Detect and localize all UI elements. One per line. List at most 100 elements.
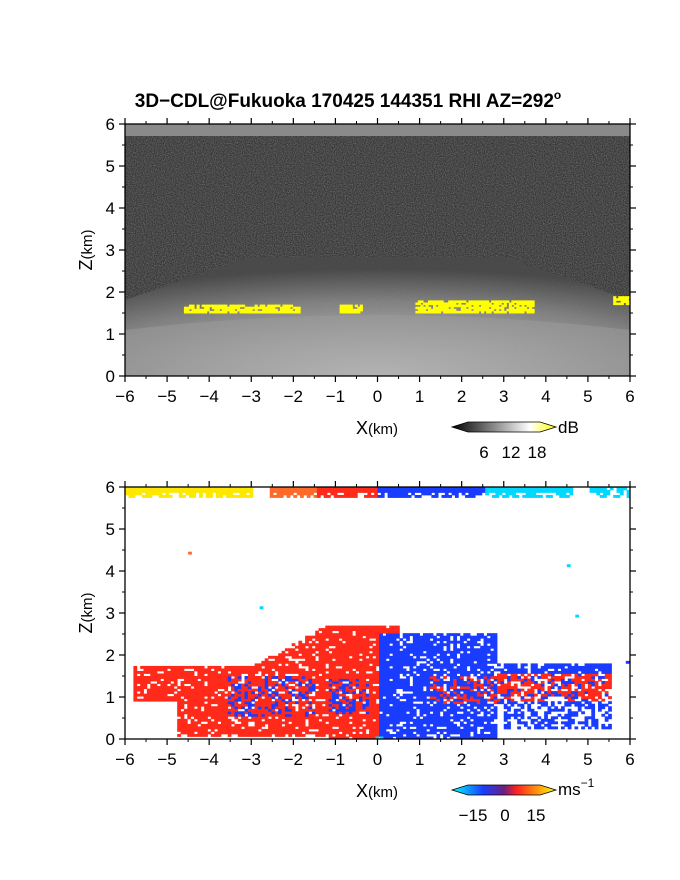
echo-cell [328,668,333,672]
echo-cell [372,708,377,712]
echo-cell [244,718,249,722]
echo-cell [247,681,252,684]
y-tick-label: 5 [106,520,115,539]
echo-cell [493,691,498,695]
echo-cell [358,630,363,634]
echo-cell [209,489,213,493]
echo-cell [375,658,380,662]
echo-cell [389,635,394,639]
echo-cell [456,713,461,717]
echo-cell [463,716,468,720]
echo-cell [422,736,427,739]
echo-cell [241,670,245,674]
echo-cell [264,688,269,692]
echo-cell [435,306,439,310]
echo-cell [163,668,168,672]
echo-cell [406,701,410,705]
echo-cell [247,691,252,695]
echo-cell [234,673,239,677]
echo-cell [241,683,245,687]
echo-cell [372,650,377,654]
echo-cell [362,650,367,654]
echo-cell [303,492,308,496]
echo-cell [369,681,373,684]
echo-cell [311,678,316,682]
x-tick-label: −2 [284,387,303,406]
echo-cell [153,676,158,679]
echo-cell [339,304,343,308]
echo-cell [439,701,444,705]
echo-cell [288,678,293,682]
echo-cell [138,492,143,496]
echo-cell [379,665,383,669]
echo-cell [382,653,387,657]
echo-cell [429,721,434,725]
echo-cell [315,663,319,667]
echo-cell [204,703,208,707]
echo-cell [197,681,202,684]
echo-cell [220,708,225,712]
echo-cell [476,703,481,707]
echo-cell [601,723,606,727]
echo-cell [261,691,266,695]
echo-cell [291,718,296,722]
echo-cell [209,304,213,308]
echo-cell [399,681,404,684]
echo-cell [143,698,148,702]
echo-cell [584,696,589,700]
echo-cell [448,308,452,312]
echo-cell [382,655,387,659]
echo-cell [466,663,471,667]
echo-cell [216,310,220,314]
echo-cell [557,670,562,674]
echo-cell [367,489,372,493]
echo-cell [446,633,451,637]
echo-cell [382,630,387,634]
echo-cell [409,703,414,707]
echo-cell [224,678,229,682]
echo-cell [429,716,434,720]
echo-cell [449,708,454,712]
echo-cell [409,736,414,739]
echo-cell [321,628,326,632]
echo-cell [289,492,294,496]
echo-cell [288,648,293,652]
echo-cell [241,665,245,669]
echo-cell [271,706,276,710]
echo-cell [439,638,444,642]
echo-cell [200,681,205,684]
echo-cell [520,668,525,672]
echo-cell [328,721,333,725]
echo-cell [382,648,387,652]
echo-cell [385,723,390,727]
echo-cell [581,698,585,702]
echo-cell [443,681,447,684]
echo-cell [308,645,313,649]
echo-cell [507,708,511,712]
echo-cell [523,670,528,674]
echo-cell [338,645,343,649]
echo-cell [274,665,279,669]
echo-cell [369,723,373,727]
echo-cell [332,628,336,632]
echo-cell [623,487,628,491]
echo-cell [449,686,454,689]
echo-cell [143,693,148,697]
echo-cell [284,678,289,682]
echo-cell [318,716,323,720]
echo-cell [295,668,299,672]
echo-cell [328,723,333,727]
echo-cell [183,676,188,679]
echo-cell [476,686,481,689]
echo-cell [187,703,192,707]
echo-cell [167,696,171,700]
echo-cell [535,487,540,491]
echo-cell [446,683,451,687]
echo-cell [490,726,495,730]
echo-cell [231,688,235,692]
echo-cell [183,726,188,730]
echo-cell [163,693,168,697]
echo-cell [414,489,419,493]
echo-cell [416,698,420,702]
echo-cell [217,683,222,687]
